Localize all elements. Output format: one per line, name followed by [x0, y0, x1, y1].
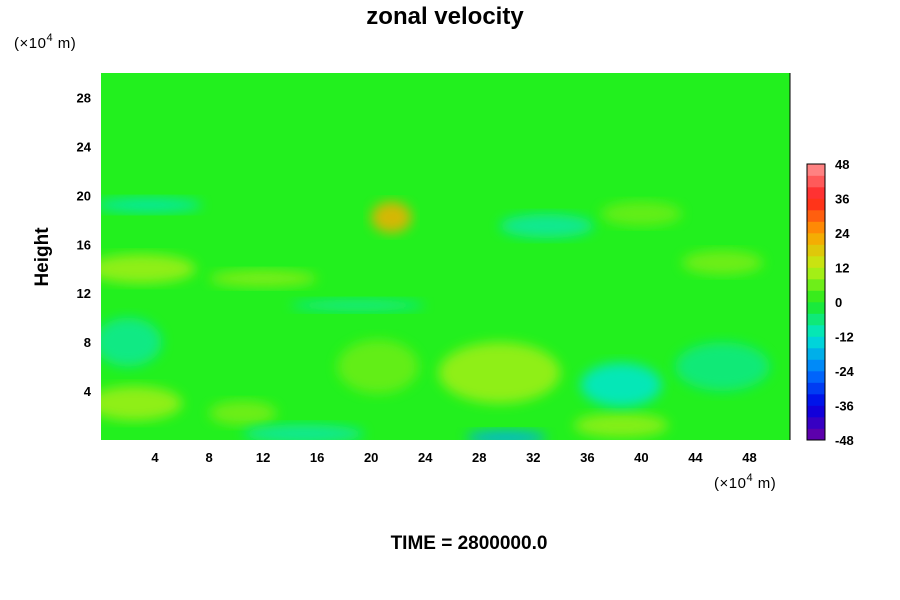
field-feature-7 [209, 269, 318, 288]
y-tick-label: 28 [77, 90, 91, 105]
x-axis-ticks: 4 8 12 16 20 24 28 32 36 40 44 48 [151, 450, 756, 465]
colorbar-tick-label: -24 [835, 364, 855, 379]
colorbar-segment [807, 394, 825, 406]
colorbar-segment [807, 175, 825, 188]
field-feature-1 [101, 386, 183, 421]
colorbar-segment [807, 382, 825, 395]
colorbar-segment [807, 233, 825, 245]
field-feature-4 [573, 413, 669, 438]
colorbar-segment [807, 348, 825, 360]
field-feature-3 [337, 339, 419, 394]
x-tick-label: 48 [742, 450, 756, 465]
velocity-field [101, 197, 770, 440]
colorbar-tick-label: 48 [835, 157, 849, 172]
field-feature-10 [242, 424, 365, 440]
field-feature-12 [101, 197, 203, 213]
colorbar-labels: 48 36 24 12 0 -12 -24 -36 -48 [835, 157, 855, 448]
colorbar-segment [807, 405, 825, 418]
colorbar-segment [807, 290, 825, 303]
field-feature-2 [438, 342, 561, 404]
colorbar-segment [807, 428, 825, 441]
x-tick-label: 12 [256, 450, 270, 465]
y-tick-label: 8 [84, 335, 91, 350]
field-feature-8 [465, 430, 547, 440]
colorbar [806, 163, 826, 441]
colorbar-segment [807, 336, 825, 349]
plot-area [101, 73, 791, 440]
colorbar-segment [807, 279, 825, 291]
colorbar-tick-label: -36 [835, 399, 854, 414]
y-tick-label: 12 [77, 286, 91, 301]
y-tick-label: 16 [77, 237, 91, 252]
colorbar-tick-label: -12 [835, 330, 854, 345]
x-tick-label: 24 [418, 450, 433, 465]
colorbar-segment [807, 221, 825, 234]
colorbar-tick-label: -48 [835, 433, 854, 448]
x-axis-unit: (×104 m) [714, 472, 776, 492]
colorbar-segment [807, 325, 825, 337]
colorbar-tick-label: 36 [835, 192, 849, 207]
field-feature-6 [101, 254, 196, 284]
x-tick-label: 32 [526, 450, 540, 465]
y-tick-label: 4 [84, 384, 92, 399]
field-feature-9 [580, 362, 662, 407]
x-tick-label: 20 [364, 450, 378, 465]
field-feature-16 [681, 250, 763, 275]
y-axis-title: Height [32, 227, 53, 287]
colorbar-segment [807, 244, 825, 257]
colorbar-tick-label: 0 [835, 295, 842, 310]
colorbar-segment [807, 198, 825, 211]
y-axis-ticks: 4 8 12 16 20 24 28 [77, 90, 92, 399]
colorbar-tick-label: 12 [835, 261, 849, 276]
y-tick-label: 20 [77, 188, 91, 203]
colorbar-frame [806, 163, 826, 441]
colorbar-segment [807, 164, 825, 176]
colorbar-tick-label: 24 [835, 226, 850, 241]
field-feature-11 [101, 317, 162, 367]
field-feature-13 [499, 213, 595, 239]
x-tick-label: 28 [472, 450, 486, 465]
y-tick-label: 24 [77, 139, 92, 154]
field-feature-15 [675, 342, 770, 392]
colorbar-segment [807, 359, 825, 372]
field-feature-17 [600, 201, 682, 226]
x-tick-label: 40 [634, 450, 648, 465]
field-feature-5 [209, 400, 277, 426]
x-tick-label: 44 [688, 450, 703, 465]
x-tick-label: 8 [205, 450, 212, 465]
colorbar-segment [807, 256, 825, 268]
colorbar-segment [807, 313, 825, 326]
x-tick-label: 36 [580, 450, 594, 465]
x-tick-label: 16 [310, 450, 324, 465]
field-feature-0 [371, 201, 412, 234]
time-label: TIME = 2800000.0 [391, 533, 548, 554]
colorbar-segment [807, 371, 825, 383]
colorbar-segment [807, 210, 825, 222]
y-axis-unit: (×104 m) [14, 32, 76, 52]
field-feature-14 [290, 299, 426, 312]
colorbar-segment [807, 302, 825, 314]
chart-title: zonal velocity [366, 3, 524, 30]
colorbar-segment [807, 187, 825, 199]
x-tick-label: 4 [151, 450, 159, 465]
colorbar-segment [807, 267, 825, 280]
colorbar-segment [807, 417, 825, 429]
